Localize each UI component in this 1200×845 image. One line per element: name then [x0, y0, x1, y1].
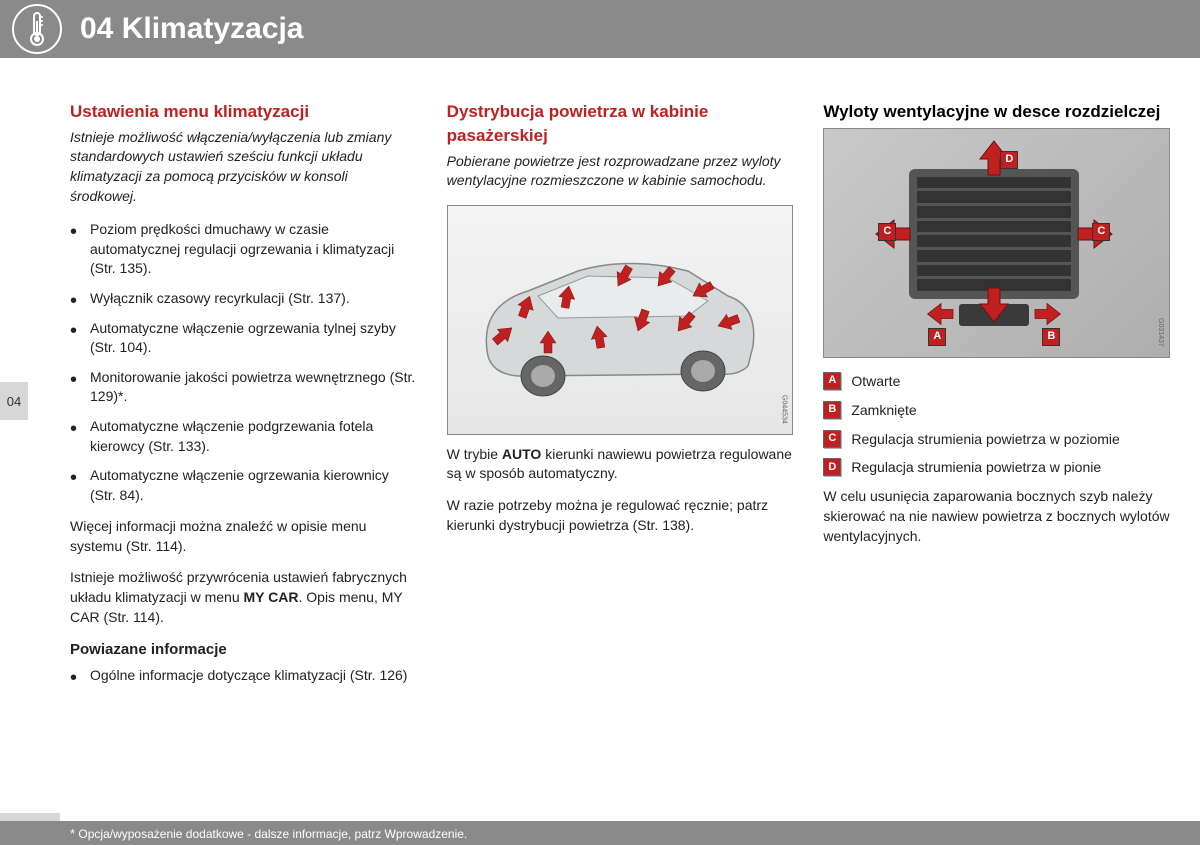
legend-badge: B — [823, 401, 841, 419]
label-b: B — [1042, 328, 1060, 346]
legend-row: A Otwarte — [823, 372, 1170, 391]
footnote-text: Opcja/wyposażenie dodatkowe - dalsze inf… — [78, 827, 467, 841]
page-title: 04 Klimatyzacja — [80, 12, 303, 46]
footnote-star: * — [70, 826, 75, 841]
col1-bullet-list: Poziom prędkości dmuchawy w czasie autom… — [70, 220, 417, 505]
legend-badge: C — [823, 430, 841, 448]
content-area: Ustawienia menu klimatyzacji Istnieje mo… — [70, 100, 1170, 698]
legend-text: Regulacja strumienia powietrza w poziomi… — [851, 430, 1119, 449]
col1-p1: Więcej informacji można znaleźć w opisie… — [70, 517, 417, 556]
footer-text: * Opcja/wyposażenie dodatkowe - dalsze i… — [70, 826, 467, 841]
col1-intro: Istnieje możliwość włączenia/wyłączenia … — [70, 128, 417, 206]
col3-p1: W celu usunięcia zaparowania bocznych sz… — [823, 487, 1170, 546]
label-c-left: C — [878, 223, 896, 241]
col2-p2: W razie potrzeby można je regulować ręcz… — [447, 496, 794, 535]
vent-grille-icon — [909, 169, 1079, 299]
side-tab: 04 — [0, 382, 28, 420]
legend-text: Otwarte — [851, 372, 900, 391]
col1-subheading: Powiazane informacje — [70, 639, 417, 660]
legend-text: Zamknięte — [851, 401, 916, 420]
column-3: Wyloty wentylacyjne w desce rozdzielczej… — [823, 100, 1170, 698]
arrow-down-icon — [974, 284, 1014, 324]
col2-heading: Dystrybucja powietrza w kabinie pasażers… — [447, 100, 794, 148]
legend-badge: D — [823, 458, 841, 476]
label-d: D — [1000, 151, 1018, 169]
list-item: Automatyczne włączenie ogrzewania tylnej… — [70, 319, 417, 358]
bold-text: AUTO — [502, 446, 541, 462]
list-item: Poziom prędkości dmuchawy w czasie autom… — [70, 220, 417, 279]
col1-heading: Ustawienia menu klimatyzacji — [70, 100, 417, 124]
figure-code: G031437 — [1155, 318, 1165, 347]
col1-p2: Istnieje możliwość przywrócenia ustawień… — [70, 568, 417, 627]
list-item: Automatyczne włączenie podgrzewania fote… — [70, 417, 417, 456]
vent-figure: D C C A B G031437 — [823, 128, 1170, 358]
list-item: Wyłącznik czasowy recyrkulacji (Str. 137… — [70, 289, 417, 309]
list-item: Automatyczne włączenie ogrzewania kierow… — [70, 466, 417, 505]
column-2: Dystrybucja powietrza w kabinie pasażers… — [447, 100, 794, 698]
thermometer-icon — [12, 4, 62, 54]
legend-row: D Regulacja strumienia powietrza w pioni… — [823, 458, 1170, 477]
legend-row: B Zamknięte — [823, 401, 1170, 420]
col3-heading: Wyloty wentylacyjne w desce rozdzielczej — [823, 100, 1170, 124]
chapter-title: Klimatyzacja — [122, 12, 304, 45]
label-c-right: C — [1092, 223, 1110, 241]
label-a: A — [928, 328, 946, 346]
col2-intro: Pobierane powietrze jest rozprowadzane p… — [447, 152, 794, 191]
text: W trybie — [447, 446, 502, 462]
header-bar: 04 Klimatyzacja — [0, 0, 1200, 58]
car-airflow-figure: G044534 — [447, 205, 794, 435]
list-item: Ogólne informacje dotyczące klimatyzacji… — [70, 666, 417, 686]
bold-text: MY CAR — [244, 589, 299, 605]
list-item: Monitorowanie jakości powietrza wewnętrz… — [70, 368, 417, 407]
chapter-num: 04 — [80, 12, 113, 45]
arrow-left-small-icon — [924, 299, 958, 329]
legend-row: C Regulacja strumienia powietrza w pozio… — [823, 430, 1170, 449]
figure-code: G044534 — [779, 395, 789, 424]
car-outline-icon — [468, 246, 768, 406]
col1-sub-list: Ogólne informacje dotyczące klimatyzacji… — [70, 666, 417, 686]
column-1: Ustawienia menu klimatyzacji Istnieje mo… — [70, 100, 417, 698]
col2-p1: W trybie AUTO kierunki nawiewu powietrza… — [447, 445, 794, 484]
arrow-right-small-icon — [1030, 299, 1064, 329]
legend-text: Regulacja strumienia powietrza w pionie — [851, 458, 1101, 477]
legend-badge: A — [823, 372, 841, 390]
footer-bar: * Opcja/wyposażenie dodatkowe - dalsze i… — [0, 821, 1200, 845]
